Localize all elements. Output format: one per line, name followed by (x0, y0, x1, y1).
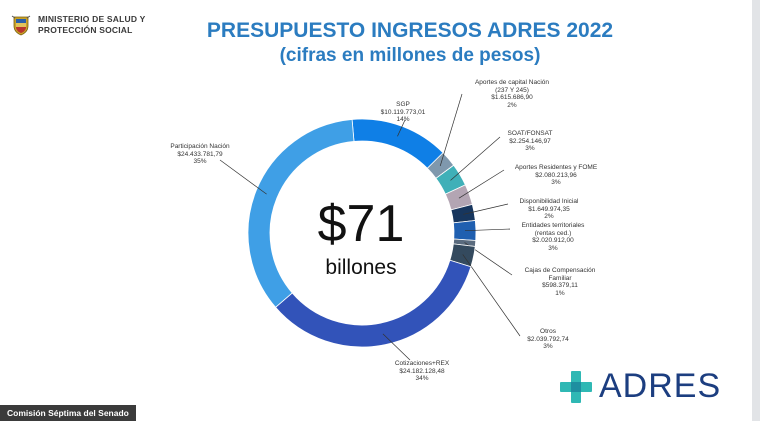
slice-label-value: $10.119.773,01 (380, 108, 426, 116)
slice-label-name: Aportes Residentes y FOME (514, 164, 598, 171)
chart-title: PRESUPUESTO INGRESOS ADRES 2022 (206, 19, 614, 42)
slice-label-9: Cotizaciones+REX $24.182.128,48 34% (386, 360, 458, 383)
slice-label-value: $2.039.792,74 (527, 335, 569, 343)
slice-label-percent: 14% (396, 116, 410, 124)
slice-label-percent: 1% (555, 289, 565, 297)
adres-cross-icon (560, 370, 592, 403)
slice-label-3: SOAT/FONSAT $2.254.146,97 3% (498, 130, 562, 153)
ministry-header: MINISTERIO DE SALUD Y PROTECCIÓN SOCIAL (10, 14, 158, 36)
adres-logo: ADRES (559, 367, 721, 406)
slice-label-name: Participación Nación (170, 143, 230, 150)
slice-label-percent: 3% (551, 179, 561, 187)
slice-label-4: Aportes Residentes y FOME $2.080.213,96 3% (500, 164, 612, 187)
slice-label-2: Aportes de capital Nación (237 Y 245) $1.6… (452, 79, 572, 109)
slice-label-name: (237 Y 245) (495, 86, 529, 94)
slice-label-value: $598.379,11 (542, 282, 578, 290)
slice-label-name: Entidades territoriales (521, 222, 585, 229)
slice-label-7: Cajas de Compensación Familiar $598.379,11… (512, 267, 608, 297)
leader-line-4 (458, 169, 505, 199)
slice-label-percent: 2% (507, 101, 517, 109)
leader-line-5 (463, 203, 509, 215)
chart-subtitle: (cifras en millones de pesos) (279, 45, 541, 66)
slice-label-name: Cotizaciones+REX (394, 360, 450, 367)
ministry-line-1: MINISTERIO DE SALUD Y (38, 14, 146, 24)
slice-label-value: $1.649.974,35 (528, 205, 570, 213)
slice-label-name: Familiar (548, 274, 572, 282)
slice-label-8: Otros $2.039.792,74 3% (520, 328, 576, 351)
slice-label-value: $24.182.128,48 (399, 367, 445, 375)
ministry-line-2: PROTECCIÓN SOCIAL (38, 25, 133, 35)
slice-label-percent: 35% (193, 158, 207, 166)
slice-label-name: Otros (540, 328, 556, 335)
slice-label-percent: 3% (525, 145, 535, 153)
slice-label-5: Disponibilidad Inicial $1.649.974,35 2% (506, 198, 592, 221)
slice-label-name: SGP (396, 101, 410, 108)
donut-slice-10 (247, 119, 355, 308)
slice-label-percent: 3% (543, 343, 553, 351)
slice-label-value: $24.433.781,79 (177, 150, 223, 158)
slice-label-1: SGP $10.119.773,01 14% (368, 101, 438, 124)
leader-line-8 (462, 254, 521, 337)
leader-line-6 (464, 228, 511, 232)
slice-label-name: (rentas ced.) (534, 229, 572, 237)
slice-label-percent: 3% (548, 244, 558, 252)
coat-of-arms-icon (11, 15, 31, 36)
center-unit: billones (325, 256, 397, 279)
slice-label-percent: 34% (415, 375, 429, 383)
leader-line-9 (382, 333, 411, 361)
slice-label-name: SOAT/FONSAT (507, 130, 553, 137)
leader-line-10 (219, 159, 267, 195)
video-caption: Comisión Séptima del Senado (0, 405, 136, 421)
leader-line-2 (439, 93, 463, 167)
slice-label-value: $2.020.912,00 (532, 237, 574, 245)
slice-label-6: Entidades territoriales (rentas ced.) $2.0… (508, 222, 598, 252)
slice-label-name: Cajas de Compensación (524, 267, 596, 274)
slice-label-10: Participación Nación $24.433.781,79 35% (160, 143, 240, 166)
ministry-name: MINISTERIO DE SALUD Y PROTECCIÓN SOCIAL (38, 14, 158, 36)
leader-line-1 (397, 119, 406, 137)
adres-logo-text: ADRES (599, 367, 722, 405)
slide-edge (752, 0, 760, 421)
leader-line-3 (450, 136, 501, 181)
slice-label-value: $1.615.686,90 (491, 94, 533, 102)
slice-label-value: $2.080.213,96 (535, 171, 577, 179)
slice-label-name: Disponibilidad Inicial (519, 198, 579, 205)
center-total: $71 (317, 195, 405, 253)
slice-label-value: $2.254.146,97 (509, 137, 551, 145)
slice-label-percent: 2% (544, 213, 554, 221)
slice-label-name: Aportes de capital Nación (474, 79, 550, 86)
donut-slice-1 (351, 118, 444, 169)
